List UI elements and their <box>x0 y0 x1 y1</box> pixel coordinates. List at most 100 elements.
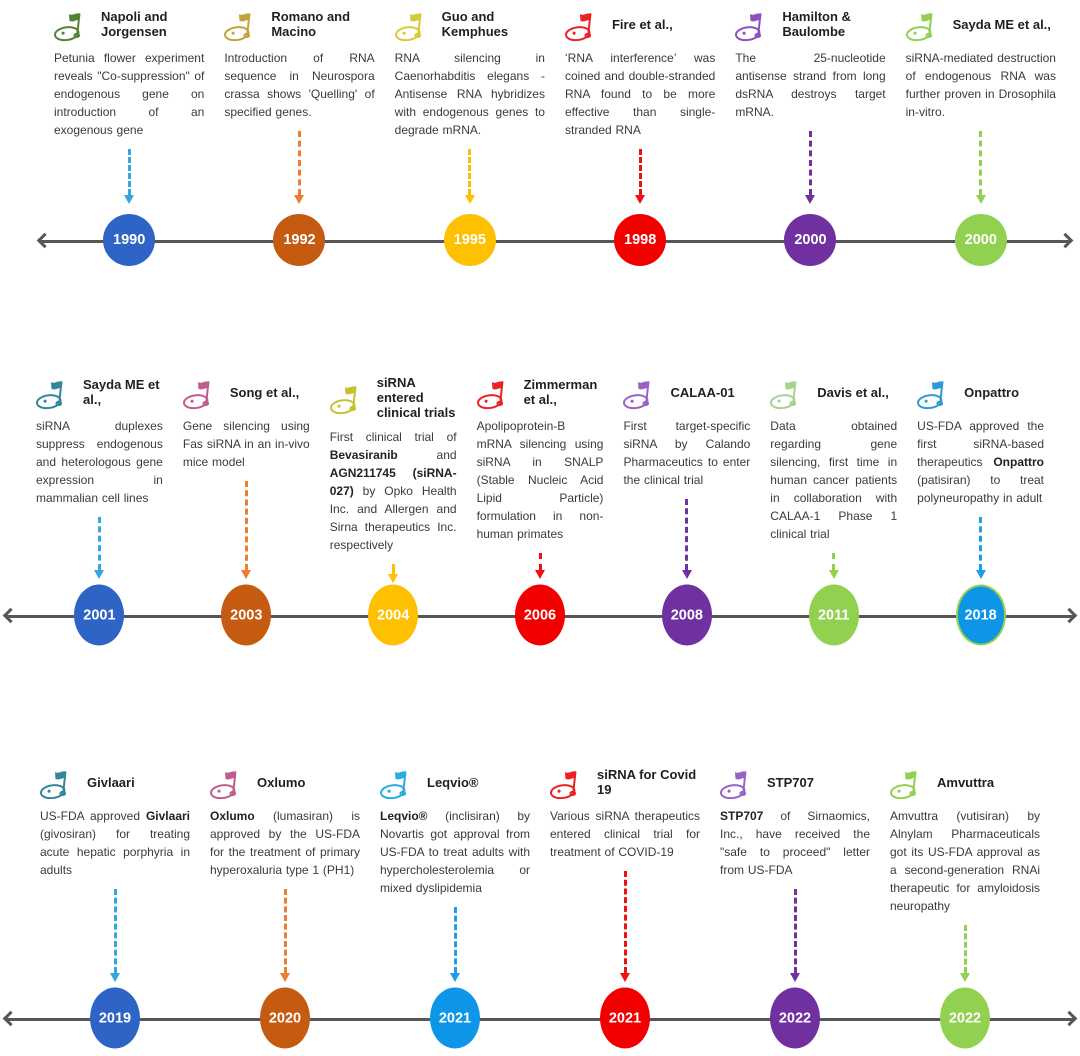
golf-flag-icon <box>564 8 605 42</box>
milestone: Fire et al., ‘RNA interference’ was coin… <box>555 8 725 266</box>
year-badge: 2003 <box>221 584 272 646</box>
arrow-head-icon <box>805 195 816 204</box>
milestone-header: Amvuttra <box>890 766 1040 800</box>
golf-flag-icon <box>380 766 420 800</box>
dashed-line <box>113 889 117 973</box>
milestone-title: Sayda ME et al., <box>952 16 1051 32</box>
arrow-head-icon <box>110 973 120 982</box>
dashed-line <box>979 131 983 195</box>
golf-flag-icon <box>720 766 760 800</box>
milestone-title: Onpattro <box>964 384 1020 400</box>
milestone: siRNA entered clinical trials First clin… <box>320 375 467 646</box>
milestone-header: STP707 <box>720 766 870 800</box>
arrow-head-icon <box>241 570 252 579</box>
milestone-title: Romano and Macino <box>271 9 351 39</box>
dashed-line <box>623 871 627 973</box>
milestone-header: Sayda ME et al., <box>36 376 163 410</box>
milestone-header: Sayda ME et al., <box>905 8 1056 42</box>
golf-flag-icon <box>210 766 250 800</box>
dashed-line <box>97 517 101 570</box>
golf-flag-icon <box>182 376 223 410</box>
dashed-line <box>685 499 689 570</box>
axis-right-arrow-icon <box>1061 1010 1078 1027</box>
timeline-axis <box>36 232 1074 249</box>
arrow-head-icon <box>960 973 970 982</box>
milestone-description: Amvuttra (vutisiran) by Alnylam Pharmace… <box>890 809 1040 913</box>
milestone-pointer <box>623 499 750 615</box>
year-badge: 2008 <box>661 584 712 646</box>
milestone-description: ‘RNA interference’ was coined and double… <box>564 51 716 137</box>
milestone-title: Hamilton & Baulombe <box>782 9 851 39</box>
milestone-title: Davis et al., <box>817 384 889 400</box>
milestone-pointer <box>380 907 530 1018</box>
milestone-pointer <box>54 149 204 240</box>
milestone-description: Petunia flower experiment reveals "Co-su… <box>54 51 205 137</box>
milestone-title: Oxlumo <box>257 774 306 790</box>
dashed-line <box>963 925 967 973</box>
arrow-head-icon <box>94 570 105 579</box>
golf-flag-icon <box>770 376 810 410</box>
dashed-line <box>297 131 301 195</box>
golf-flag-icon <box>40 766 80 800</box>
milestone-title: Leqvio® <box>427 774 479 790</box>
arrow-head-icon <box>681 570 692 579</box>
golf-flag-icon <box>735 8 775 42</box>
golf-flag-icon <box>890 766 930 800</box>
year-badge: 2019 <box>90 987 140 1049</box>
arrow-head-icon <box>535 570 545 579</box>
milestone-description: US-FDA approved Givlaari (givosiran) for… <box>40 809 190 877</box>
milestone: Givlaari US-FDA approved Givlaari (givos… <box>30 766 200 1049</box>
milestone-title: Napoli and Jorgensen <box>101 9 168 39</box>
milestone-description: Gene silencing using Fas siRNA in an in-… <box>182 419 310 469</box>
milestone-header: Song et al., <box>182 376 310 410</box>
golf-flag-icon <box>917 376 957 410</box>
milestone-header: Fire et al., <box>564 8 715 42</box>
milestone-description: The 25-nucleotide antisense strand from … <box>735 51 886 119</box>
milestone-description: Various siRNA therapeutics entered clini… <box>550 809 700 859</box>
year-badge: 2006 <box>515 584 565 646</box>
milestone-pointer <box>565 149 715 240</box>
milestone: Oxlumo Oxlumo (lumasiran) is approved by… <box>200 766 370 1049</box>
milestone-columns: Napoli and Jorgensen Petunia flower expe… <box>44 8 1066 266</box>
milestone: Napoli and Jorgensen Petunia flower expe… <box>44 8 214 266</box>
arrow-head-icon <box>450 973 460 982</box>
arrow-head-icon <box>828 570 839 579</box>
milestone-description: RNA silencing in Caenorhabditis elegans … <box>394 51 545 137</box>
milestone: Sayda ME et al., siRNA duplexes suppress… <box>26 376 173 646</box>
milestone-pointer <box>735 131 885 240</box>
milestone-pointer <box>890 925 1040 1018</box>
milestone-pointer <box>183 481 310 615</box>
dashed-line <box>808 131 812 195</box>
arrow-head-icon <box>464 195 475 204</box>
milestone-title: siRNA for Covid 19 <box>597 767 697 797</box>
milestone: Romano and Macino Introduction of RNA se… <box>214 8 384 266</box>
milestone-header: siRNA entered clinical trials <box>329 375 457 421</box>
milestone: Amvuttra Amvuttra (vutisiran) by Alnylam… <box>880 766 1050 1049</box>
milestone-header: CALAA-01 <box>623 376 750 410</box>
milestone-pointer <box>720 889 870 1018</box>
milestone-title: Sayda ME et al., <box>83 377 160 407</box>
dashed-line <box>391 563 395 574</box>
milestone-header: Zimmerman et al., <box>476 376 604 410</box>
milestone-header: Davis et al., <box>770 376 897 410</box>
milestone: Onpattro US-FDA approved the first siRNA… <box>907 376 1054 646</box>
milestone-description: siRNA-mediated destruction of endogenous… <box>905 51 1056 119</box>
milestone-header: Romano and Macino <box>224 8 374 42</box>
milestone-pointer <box>917 517 1044 615</box>
year-badge: 1995 <box>443 214 496 266</box>
year-badge: 2011 <box>808 584 859 646</box>
dashed-line <box>538 553 542 570</box>
arrow-head-icon <box>635 195 646 204</box>
year-badge: 2018 <box>955 584 1006 646</box>
milestone-title: CALAA-01 <box>670 384 735 400</box>
axis-left-arrow-icon <box>2 607 19 624</box>
milestone-title: Zimmerman et al., <box>523 377 598 407</box>
dashed-line <box>832 553 836 570</box>
milestone-header: Guo and Kemphues <box>394 8 545 42</box>
milestone-description: STP707 of Sirnaomics, Inc., have receive… <box>720 809 870 877</box>
milestone-description: Oxlumo (lumasiran) is approved by the US… <box>210 809 360 877</box>
arrow-head-icon <box>294 195 305 204</box>
milestone-title: Guo and Kemphues <box>441 9 509 39</box>
milestone-title: Givlaari <box>87 774 135 790</box>
year-badge: 2004 <box>368 584 419 646</box>
